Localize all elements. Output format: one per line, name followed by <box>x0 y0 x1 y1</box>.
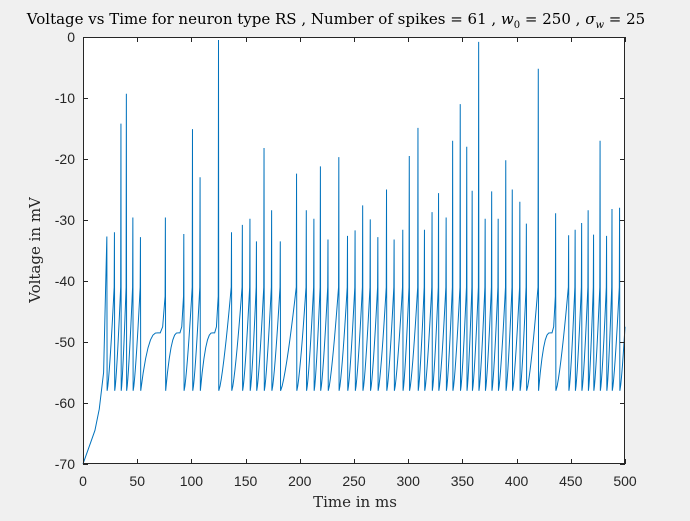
y-tick-label: -30 <box>55 212 75 228</box>
tick-labels-layer: 0 50 100 150 200 250 300 350 400 450 500 0 -10 -20 -30… <box>55 29 637 489</box>
x-axis-label: Time in ms <box>313 493 397 511</box>
y-tick-label: 0 <box>67 29 75 45</box>
title-w-value: = 250 , <box>520 10 585 28</box>
x-tick-label: 400 <box>505 473 529 489</box>
x-tick-label: 0 <box>79 473 87 489</box>
chart-title: Voltage vs Time for neuron type RS , Num… <box>26 10 645 31</box>
x-tick-label: 350 <box>451 473 475 489</box>
title-sigma-subscript: w <box>595 20 604 31</box>
x-tick-label: 200 <box>288 473 312 489</box>
x-tick-label: 300 <box>397 473 421 489</box>
y-tick-label: -50 <box>55 334 75 350</box>
series-layer <box>82 40 626 465</box>
title-w-symbol: w <box>501 10 514 28</box>
title-sigma-symbol: σ <box>585 10 596 28</box>
plot-area <box>83 37 625 464</box>
y-axis-label: Voltage in mV <box>26 196 44 304</box>
title-sigma-value: = 25 <box>604 10 645 28</box>
y-tick-label: -70 <box>55 456 75 472</box>
x-tick-label: 100 <box>180 473 204 489</box>
y-tick-label: -20 <box>55 151 75 167</box>
title-w-subscript: 0 <box>514 20 520 31</box>
title-main: Voltage vs Time for neuron type RS , Num… <box>26 10 501 28</box>
voltage-trace-line <box>82 40 626 465</box>
y-tick-label: -40 <box>55 273 75 289</box>
y-tick-label: -60 <box>55 395 75 411</box>
x-tick-label: 500 <box>613 473 637 489</box>
x-tick-label: 250 <box>342 473 366 489</box>
y-tick-label: -10 <box>55 90 75 106</box>
x-tick-label: 150 <box>234 473 258 489</box>
x-tick-label: 50 <box>129 473 145 489</box>
x-tick-label: 450 <box>559 473 583 489</box>
ticks-layer <box>83 37 626 465</box>
